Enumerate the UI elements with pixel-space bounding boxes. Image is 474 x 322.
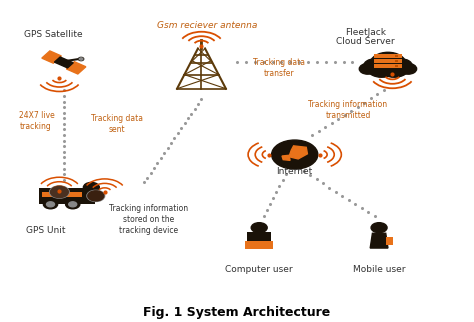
Circle shape (371, 223, 387, 233)
Text: Internet: Internet (277, 167, 313, 176)
Bar (245, 241, 273, 249)
Circle shape (51, 186, 68, 198)
Circle shape (367, 59, 396, 77)
Text: 24X7 live
tracking: 24X7 live tracking (19, 111, 55, 131)
Circle shape (79, 57, 84, 61)
Circle shape (50, 186, 69, 198)
Bar (395, 65, 398, 67)
Text: Tracking information
transmitted: Tracking information transmitted (309, 100, 388, 120)
Circle shape (400, 63, 417, 74)
Polygon shape (282, 155, 290, 160)
Text: FleetJack: FleetJack (345, 28, 386, 36)
Text: GPS Unit: GPS Unit (27, 226, 66, 235)
Text: Cloud Server: Cloud Server (337, 37, 395, 46)
Text: GPS Satellite: GPS Satellite (24, 30, 82, 39)
Circle shape (389, 59, 412, 73)
Bar (374, 54, 401, 58)
Text: Tracking data
transfer: Tracking data transfer (253, 58, 305, 78)
Circle shape (69, 202, 77, 207)
Polygon shape (42, 51, 61, 63)
Circle shape (380, 59, 409, 77)
Circle shape (370, 52, 406, 75)
Circle shape (46, 202, 55, 207)
Polygon shape (55, 57, 73, 68)
Text: Tracking information
stored on the
tracking device: Tracking information stored on the track… (109, 204, 188, 235)
Circle shape (87, 190, 105, 202)
Circle shape (88, 191, 104, 201)
Polygon shape (250, 233, 268, 248)
Bar (374, 64, 401, 68)
Circle shape (79, 58, 83, 60)
Text: Computer user: Computer user (226, 265, 293, 274)
Bar (395, 60, 398, 62)
Text: Fig. 1 System Architecture: Fig. 1 System Architecture (143, 306, 331, 319)
Bar (395, 55, 398, 57)
Bar (247, 232, 271, 241)
Circle shape (251, 223, 267, 233)
Bar (374, 59, 401, 63)
Bar (386, 237, 393, 245)
Polygon shape (370, 233, 388, 248)
Polygon shape (289, 146, 308, 159)
Polygon shape (66, 62, 86, 74)
Text: Gsm reciever antenna: Gsm reciever antenna (157, 21, 257, 30)
Circle shape (364, 59, 387, 73)
Bar (39, 188, 84, 204)
Circle shape (359, 63, 376, 74)
Polygon shape (82, 191, 100, 201)
Bar (84, 192, 95, 204)
Circle shape (44, 200, 58, 209)
Text: Mobile user: Mobile user (353, 265, 405, 274)
Circle shape (83, 182, 100, 193)
Bar (42, 192, 82, 197)
Text: Tracking data
sent: Tracking data sent (91, 114, 143, 134)
Circle shape (272, 140, 318, 169)
Circle shape (65, 200, 80, 209)
